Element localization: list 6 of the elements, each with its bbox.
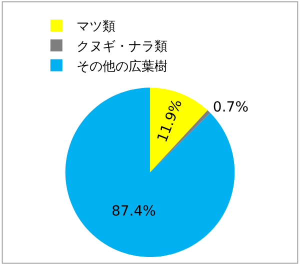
data-label: 0.7% bbox=[212, 99, 248, 116]
legend-label: マツ類 bbox=[76, 20, 116, 35]
data-label: 87.4% bbox=[111, 203, 156, 220]
legend-label: その他の広葉樹 bbox=[76, 58, 168, 74]
pie-slice bbox=[150, 88, 208, 172]
legend-label: クヌギ・ナラ類 bbox=[76, 39, 168, 54]
